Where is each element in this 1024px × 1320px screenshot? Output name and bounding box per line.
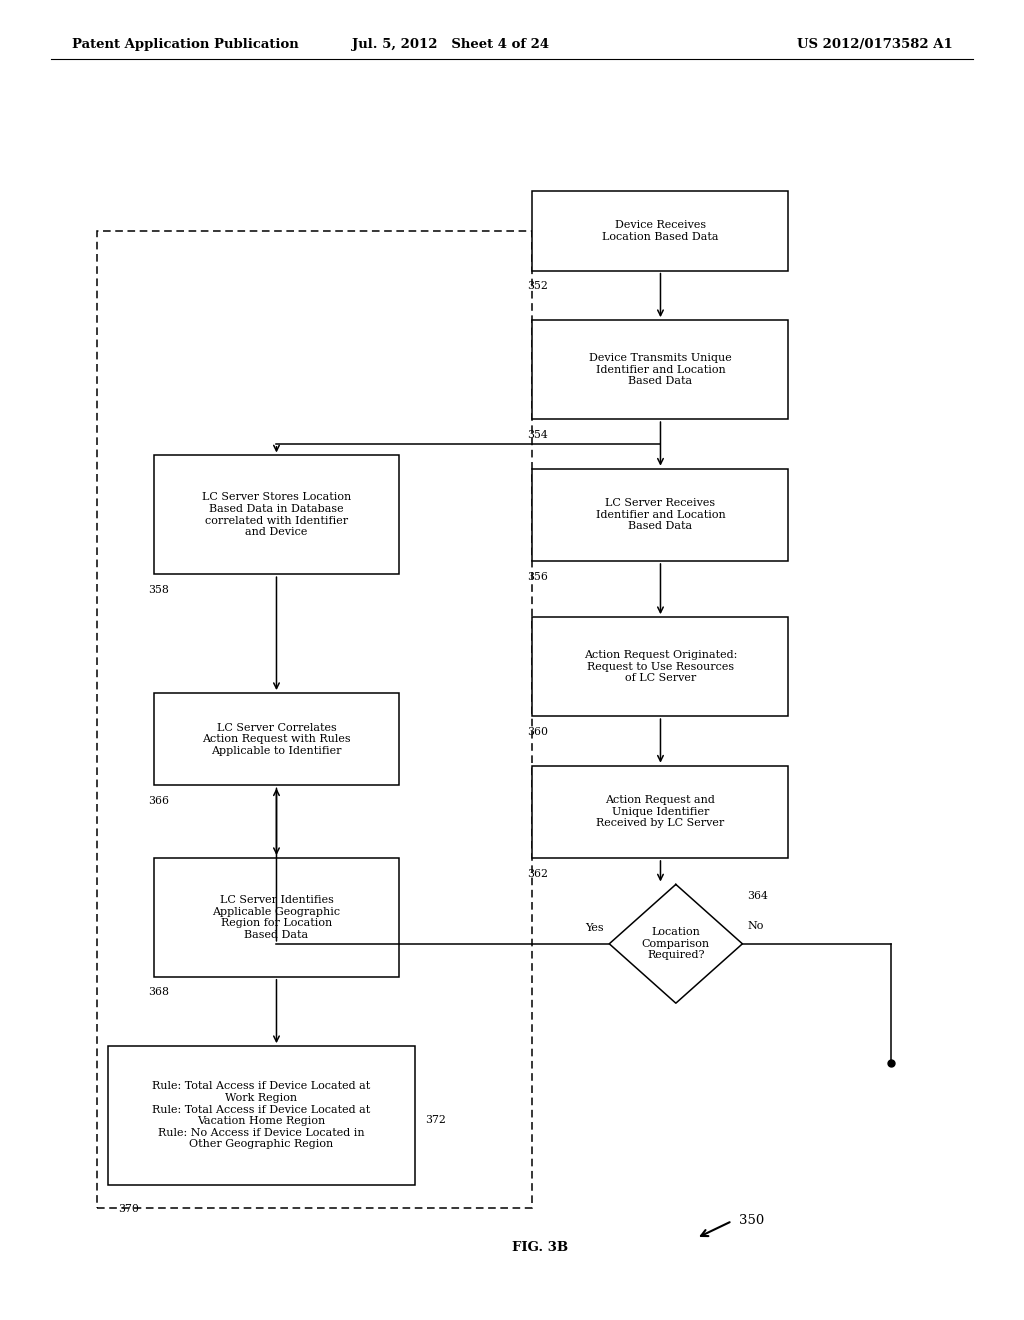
Text: Device Transmits Unique
Identifier and Location
Based Data: Device Transmits Unique Identifier and L… [589, 352, 732, 387]
Text: 366: 366 [148, 796, 170, 807]
FancyBboxPatch shape [154, 858, 399, 977]
Text: Action Request and
Unique Identifier
Received by LC Server: Action Request and Unique Identifier Rec… [596, 795, 725, 829]
Text: Device Receives
Location Based Data: Device Receives Location Based Data [602, 220, 719, 242]
Text: No: No [748, 920, 764, 931]
FancyBboxPatch shape [532, 191, 788, 271]
Text: 352: 352 [527, 281, 548, 292]
FancyBboxPatch shape [108, 1045, 415, 1185]
Text: 372: 372 [425, 1115, 445, 1126]
Text: Yes: Yes [586, 923, 604, 933]
Text: Action Request Originated:
Request to Use Resources
of LC Server: Action Request Originated: Request to Us… [584, 649, 737, 684]
Text: Location
Comparison
Required?: Location Comparison Required? [642, 927, 710, 961]
Text: LC Server Stores Location
Based Data in Database
correlated with Identifier
and : LC Server Stores Location Based Data in … [202, 492, 351, 537]
Text: Jul. 5, 2012   Sheet 4 of 24: Jul. 5, 2012 Sheet 4 of 24 [352, 38, 549, 51]
Text: LC Server Receives
Identifier and Location
Based Data: LC Server Receives Identifier and Locati… [596, 498, 725, 532]
Text: FIG. 3B: FIG. 3B [512, 1241, 568, 1254]
FancyBboxPatch shape [532, 618, 788, 715]
Text: 364: 364 [748, 891, 768, 902]
FancyBboxPatch shape [154, 693, 399, 785]
Text: 350: 350 [739, 1214, 765, 1228]
Text: 356: 356 [527, 572, 548, 582]
Text: 362: 362 [527, 869, 549, 879]
Text: LC Server Correlates
Action Request with Rules
Applicable to Identifier: LC Server Correlates Action Request with… [202, 722, 351, 756]
FancyBboxPatch shape [532, 766, 788, 858]
Text: US 2012/0173582 A1: US 2012/0173582 A1 [797, 38, 952, 51]
FancyBboxPatch shape [532, 469, 788, 561]
FancyBboxPatch shape [154, 455, 399, 574]
FancyBboxPatch shape [532, 321, 788, 420]
Text: 368: 368 [148, 987, 170, 998]
Text: 354: 354 [527, 430, 548, 440]
Text: LC Server Identifies
Applicable Geographic
Region for Location
Based Data: LC Server Identifies Applicable Geograph… [212, 895, 341, 940]
Polygon shape [609, 884, 742, 1003]
Text: Rule: Total Access if Device Located at
Work Region
Rule: Total Access if Device: Rule: Total Access if Device Located at … [152, 1081, 371, 1150]
Text: 360: 360 [527, 726, 549, 737]
Text: 358: 358 [148, 585, 169, 595]
Text: Patent Application Publication: Patent Application Publication [72, 38, 298, 51]
Text: 370: 370 [118, 1204, 138, 1214]
